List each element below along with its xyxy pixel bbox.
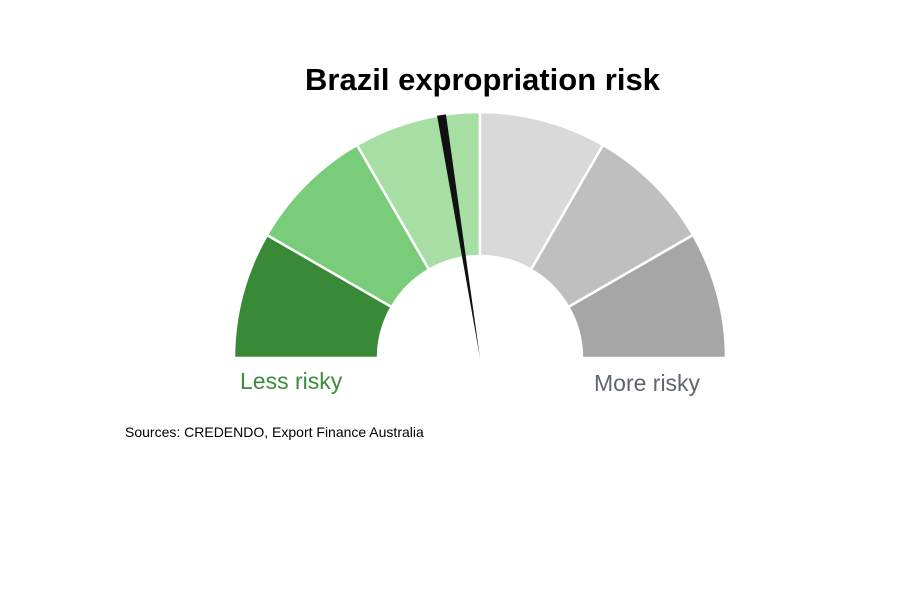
source-note: Sources: CREDENDO, Export Finance Austra… [125,424,424,440]
less-risky-label: Less risky [240,368,343,394]
chart-title: Brazil expropriation risk [305,62,660,97]
gauge-needle [437,114,480,359]
gauge-segment-6 [566,233,728,360]
more-risky-label: More risky [594,370,701,396]
